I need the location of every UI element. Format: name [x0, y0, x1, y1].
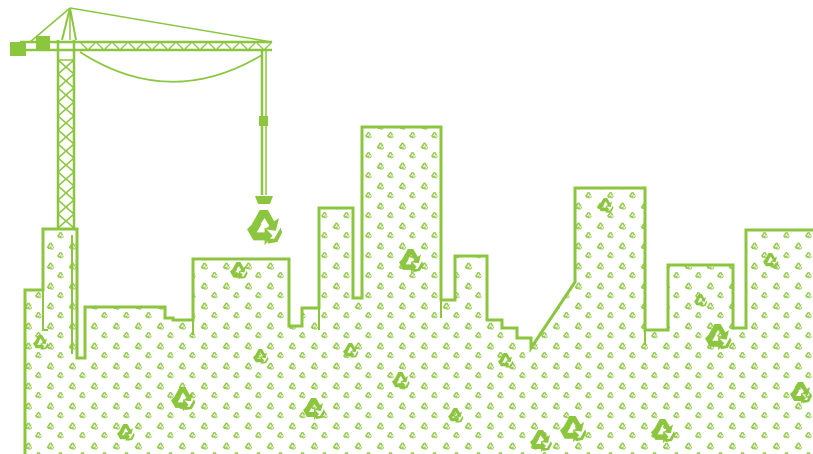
crane-cab: [36, 36, 50, 50]
crane-hook: [255, 50, 273, 204]
crane-tower: [56, 40, 76, 229]
construction-crane: [10, 7, 273, 229]
skyline-outline: [23, 125, 813, 454]
crane-counterweight: [10, 42, 26, 56]
crane-jib: [20, 7, 273, 52]
